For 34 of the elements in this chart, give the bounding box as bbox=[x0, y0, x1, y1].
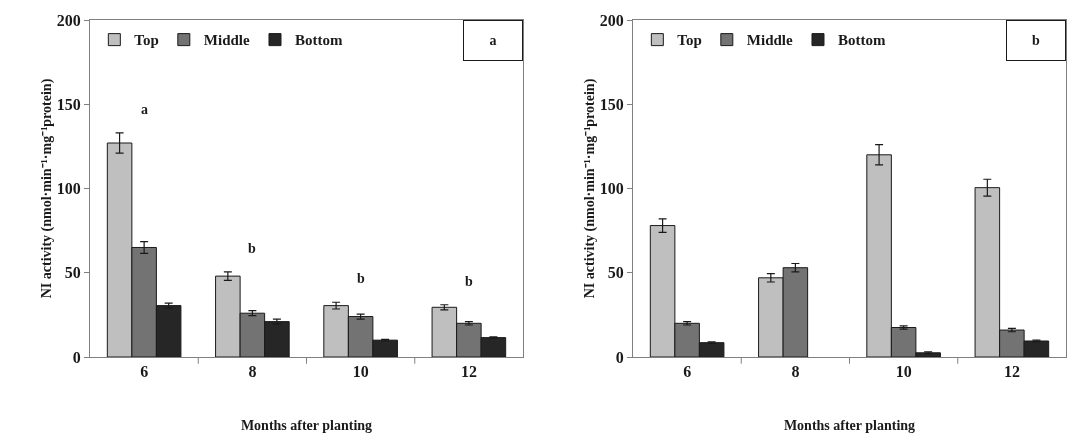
annotation: b bbox=[465, 274, 473, 289]
y-tick-label: 200 bbox=[56, 11, 81, 29]
x-tick-label: 6 bbox=[683, 363, 692, 381]
x-tick-label: 12 bbox=[1003, 363, 1020, 381]
y-tick-label: 100 bbox=[56, 180, 81, 198]
x-tick-label: 6 bbox=[140, 363, 149, 381]
annotation: b bbox=[1032, 33, 1040, 48]
annotation: b bbox=[357, 271, 365, 286]
legend-label: Middle bbox=[203, 32, 250, 49]
annotation: a bbox=[141, 102, 148, 117]
x-tick-label: 8 bbox=[791, 363, 800, 381]
x-axis-title: Months after planting bbox=[783, 417, 916, 433]
y-tick-label: 50 bbox=[607, 264, 624, 282]
y-tick-label: 150 bbox=[56, 95, 81, 113]
y-axis-title: NI activity (nmol·min⁻¹·mg⁻¹protein) bbox=[581, 78, 598, 299]
legend-label: Middle bbox=[746, 32, 793, 49]
x-tick-label: 10 bbox=[352, 363, 369, 381]
y-tick-label: 150 bbox=[599, 95, 624, 113]
annotation: b bbox=[248, 241, 256, 256]
x-axis-title: Months after planting bbox=[240, 417, 373, 433]
x-tick-label: 8 bbox=[248, 363, 257, 381]
y-tick-label: 0 bbox=[72, 348, 81, 366]
legend-label: Top bbox=[134, 32, 159, 49]
legend-label: Top bbox=[677, 32, 702, 49]
legend-label: Bottom bbox=[837, 32, 886, 49]
y-axis-title: NI activity (nmol·min⁻¹·mg⁻¹protein) bbox=[38, 78, 55, 299]
y-tick-label: 50 bbox=[64, 264, 81, 282]
legend-label: Bottom bbox=[294, 32, 343, 49]
y-tick-label: 100 bbox=[599, 180, 624, 198]
x-tick-label: 10 bbox=[895, 363, 912, 381]
y-tick-label: 200 bbox=[599, 11, 624, 29]
x-tick-label: 12 bbox=[460, 363, 477, 381]
y-tick-label: 0 bbox=[615, 348, 624, 366]
annotation: a bbox=[489, 33, 497, 48]
